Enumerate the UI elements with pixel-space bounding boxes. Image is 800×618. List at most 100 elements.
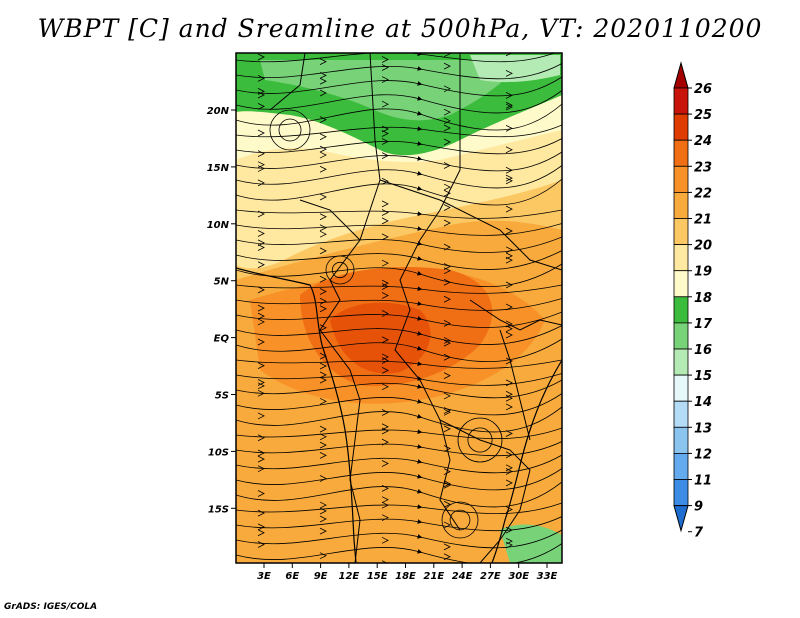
- streamline-arrow: [443, 407, 451, 414]
- streamline-arrow: [381, 283, 389, 290]
- streamline-arrow: [381, 76, 389, 83]
- streamline-arrow: [443, 85, 451, 93]
- colorbar-bottom-arrow: [673, 505, 689, 533]
- lon-tick-label: 6E: [285, 571, 299, 582]
- streamline-arrow: [443, 124, 451, 132]
- streamline-arrow: [443, 162, 451, 169]
- streamline-arrow: [505, 166, 513, 174]
- streamline-arrow: [257, 362, 265, 370]
- field-region-17-18-se: [500, 524, 562, 563]
- streamline-arrow: [319, 475, 327, 482]
- streamline-arrow: [319, 145, 327, 153]
- streamline-arrow: [505, 101, 513, 109]
- streamline: [236, 124, 562, 138]
- streamline-arrow: [505, 320, 513, 328]
- streamline-arrow: [319, 376, 327, 384]
- streamline-arrow: [319, 247, 327, 255]
- streamline-arrow: [381, 536, 389, 544]
- streamline-arrow: [257, 509, 265, 517]
- colorbar-label: 16: [694, 343, 712, 358]
- streamline: [236, 151, 562, 172]
- streamline-arrow: [381, 560, 388, 563]
- streamline-arrow: [381, 138, 389, 145]
- colorbar-segment: [673, 191, 689, 219]
- streamline-arrow: [257, 318, 265, 326]
- colorbar-label: 18: [694, 291, 712, 306]
- streamline-arrow: [505, 124, 513, 132]
- streamline-arrow: [443, 392, 451, 400]
- colorbar-segment: [673, 348, 689, 376]
- streamline-arrow: [381, 501, 389, 509]
- streamline: [236, 76, 562, 97]
- colorbar: 26 25 24 23 22 21 20 19 18 17 16 15 14 13 12 11 9 7: [673, 61, 713, 541]
- colorbar-segment: [673, 165, 689, 193]
- grads-credit: GrADS: IGES/COLA: [4, 602, 98, 612]
- streamline-arrow: [257, 541, 265, 548]
- streamline-arrow: [257, 389, 265, 397]
- colorbar-segment: [673, 270, 689, 298]
- streamline-arrow: [381, 279, 389, 287]
- streamline-vortex: [457, 417, 503, 463]
- streamline-arrow: [505, 303, 513, 311]
- streamline-arrow: [505, 479, 513, 487]
- colorbar-label: 26: [694, 82, 712, 97]
- streamline-arrow: [443, 445, 451, 452]
- streamline-vortex: [467, 427, 493, 453]
- lat-tick-label: EQ: [214, 334, 230, 345]
- streamline: [236, 209, 562, 219]
- streamline: [236, 250, 562, 270]
- streamline-arrow: [257, 465, 265, 473]
- streamline-arrow: [505, 70, 513, 77]
- streamline-arrow: [381, 383, 389, 391]
- streamline: [236, 454, 562, 474]
- colorbar-label: 23: [694, 160, 712, 175]
- streamline-arrow: [443, 500, 451, 508]
- streamline-arrow: [319, 151, 327, 159]
- streamline-arrow: [505, 331, 513, 339]
- streamline: [236, 103, 562, 131]
- streamline: [236, 165, 562, 189]
- streamline-arrow: [257, 312, 265, 320]
- latitude-axis: 20N 15N 10N 5N EQ 5S 10S 15S: [207, 106, 236, 515]
- colorbar-label: 11: [694, 474, 712, 489]
- colorbar-label: 25: [694, 108, 712, 123]
- streamline-arrow: [505, 541, 513, 549]
- streamline-arrow: [443, 339, 451, 347]
- streamline-arrow: [443, 320, 451, 327]
- streamline: [236, 138, 562, 155]
- streamline-arrow: [381, 100, 389, 108]
- streamline-arrow: [443, 295, 451, 303]
- streamline-arrow: [319, 501, 327, 509]
- streamline-arrow: [381, 357, 389, 364]
- colorbar-segment: [673, 113, 689, 141]
- streamline-arrow: [505, 103, 513, 111]
- colorbar-label: 24: [694, 134, 712, 149]
- streamline-arrow: [381, 427, 389, 435]
- streamline-arrow: [257, 529, 265, 537]
- streamline-arrow: [319, 324, 327, 332]
- streamline-arrow: [505, 379, 513, 387]
- streamline-vortex: [441, 501, 479, 539]
- colorbar-label: 12: [694, 447, 712, 462]
- streamline: [236, 284, 562, 294]
- streamline-arrow: [505, 526, 513, 534]
- colorbar-segment: [673, 400, 689, 428]
- streamline-vortex: [278, 118, 302, 142]
- streamline-arrow: [381, 233, 389, 241]
- streamline-arrow: [443, 468, 451, 475]
- colorbar-label: 9: [694, 500, 703, 515]
- streamline-arrow: [319, 371, 327, 379]
- streamline-arrow: [381, 259, 389, 267]
- streamline-arrow: [319, 72, 327, 79]
- streamline-arrow: [443, 62, 451, 70]
- streamline-arrow: [443, 189, 451, 197]
- longitude-axis: 3E 6E 9E 12E 15E 18E 21E 24E 27E 30E 33E: [257, 563, 558, 582]
- streamline-arrow: [443, 353, 451, 361]
- streamline: [236, 379, 562, 399]
- streamline-arrow: [319, 275, 327, 283]
- streamline-arrow: [257, 449, 265, 457]
- streamline-arrow: [381, 409, 389, 416]
- streamline: [236, 90, 562, 114]
- streamline: [236, 543, 562, 563]
- streamline-arrow: [319, 133, 327, 141]
